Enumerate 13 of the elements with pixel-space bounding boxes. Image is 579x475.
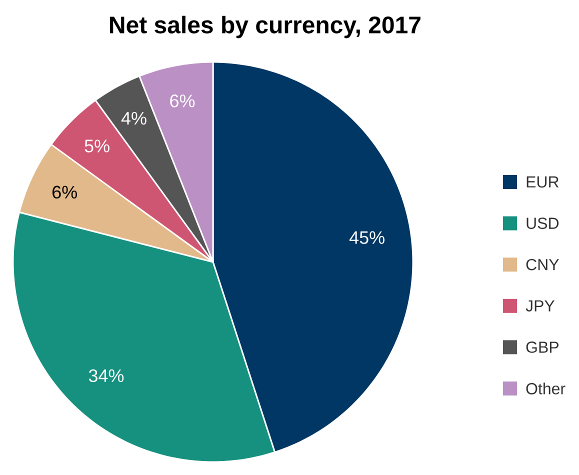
legend-label: Other [526,382,566,394]
chart-title: Net sales by currency, 2017 [110,16,420,38]
legend-label: CNY [526,258,559,270]
legend-label: USD [526,218,559,229]
data-label: 6% [52,186,77,199]
data-label: 34% [88,369,124,382]
legend-label: JPY [526,300,555,312]
data-label: 4% [121,112,146,125]
legend-label: GBP [526,342,558,353]
legend-label: EUR [526,176,559,188]
data-label: 6% [170,94,195,108]
data-label: 45% [349,231,384,244]
data-label: 5% [84,140,110,152]
